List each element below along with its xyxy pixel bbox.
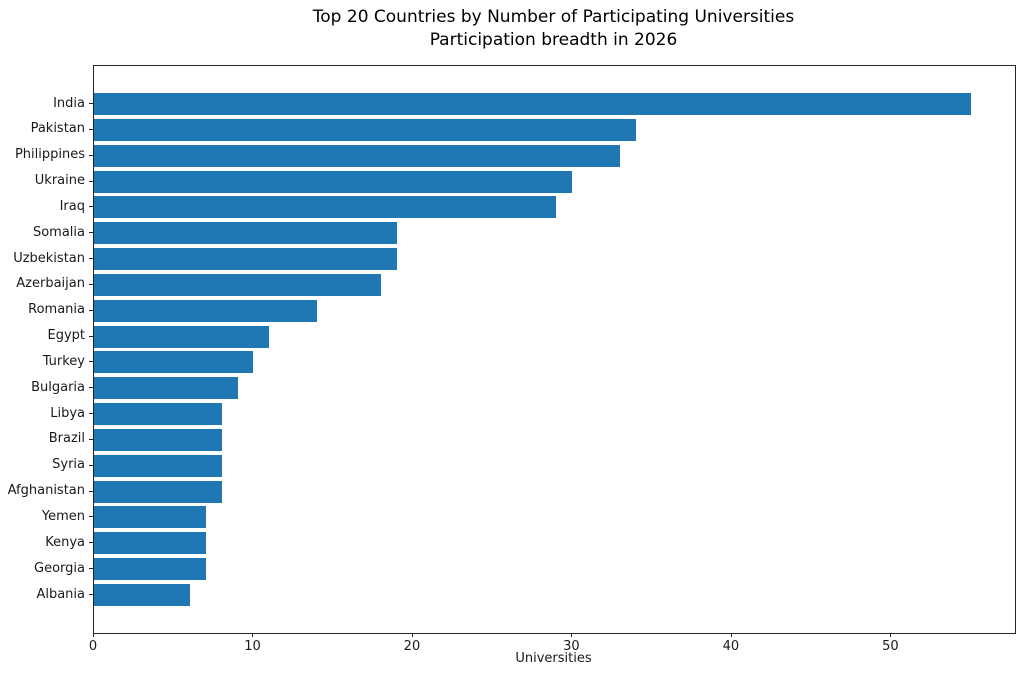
bar-azerbaijan: [94, 273, 382, 296]
x-tick-label: 50: [882, 639, 899, 654]
y-tick-label: Albania: [36, 586, 85, 602]
bar-bulgaria: [94, 377, 238, 400]
y-tick-label: Azerbaijan: [16, 276, 85, 292]
y-tick-mark: [89, 283, 93, 285]
y-tick-mark: [89, 232, 93, 234]
y-tick-mark: [89, 413, 93, 415]
bar-iraq: [94, 196, 557, 219]
y-tick-mark: [89, 361, 93, 363]
bar-romania: [94, 299, 318, 322]
x-tick-mark: [890, 633, 892, 637]
x-tick-label: 10: [244, 639, 261, 654]
bar-egypt: [94, 325, 270, 348]
y-tick-label: Brazil: [48, 431, 85, 447]
y-tick-mark: [89, 335, 93, 337]
x-tick-mark: [730, 633, 732, 637]
x-tick-mark: [571, 633, 573, 637]
y-tick-label: Syria: [52, 457, 85, 473]
x-tick-mark: [411, 633, 413, 637]
x-axis-label: Universities: [515, 651, 592, 666]
y-tick-label: Georgia: [34, 560, 85, 576]
y-tick-mark: [89, 309, 93, 311]
y-tick-mark: [89, 516, 93, 518]
chart-title-line2: Participation breadth in 2026: [429, 30, 678, 51]
y-tick-mark: [89, 206, 93, 208]
x-tick-label: 30: [563, 639, 580, 654]
y-tick-mark: [89, 464, 93, 466]
y-tick-label: Turkey: [42, 353, 85, 369]
y-tick-label: Philippines: [14, 147, 85, 163]
y-tick-label: Pakistan: [30, 121, 85, 137]
bar-india: [94, 93, 972, 115]
y-tick-label: Somalia: [32, 224, 85, 240]
y-tick-label: Uzbekistan: [13, 250, 85, 266]
y-tick-label: Romania: [28, 302, 85, 318]
bar-philippines: [94, 144, 621, 167]
y-tick-mark: [89, 154, 93, 156]
y-tick-mark: [89, 258, 93, 260]
plot-area: [93, 65, 1016, 634]
y-tick-label: Ukraine: [34, 173, 85, 189]
bar-yemen: [94, 506, 206, 529]
bar-somalia: [94, 222, 397, 245]
y-tick-mark: [89, 438, 93, 440]
bar-brazil: [94, 428, 222, 451]
bar-pakistan: [94, 118, 637, 141]
x-tick-mark: [93, 633, 94, 637]
y-tick-mark: [89, 180, 93, 182]
bar-afghanistan: [94, 480, 222, 503]
bar-syria: [94, 454, 222, 477]
y-tick-mark: [89, 103, 93, 104]
y-tick-label: Libya: [50, 405, 85, 421]
y-tick-label: Afghanistan: [7, 483, 85, 499]
y-tick-mark: [89, 128, 93, 130]
y-tick-mark: [89, 490, 93, 492]
y-tick-label: Iraq: [59, 198, 85, 214]
y-tick-mark: [89, 542, 93, 544]
y-tick-label: India: [53, 95, 85, 111]
bar-ukraine: [94, 170, 573, 193]
x-tick-label: 0: [88, 639, 98, 654]
chart-title-line1: Top 20 Countries by Number of Participat…: [312, 7, 795, 27]
y-tick-label: Yemen: [41, 508, 85, 524]
y-tick-label: Bulgaria: [31, 379, 85, 395]
bar-albania: [94, 584, 190, 606]
x-tick-label: 20: [403, 639, 421, 654]
y-tick-mark: [89, 594, 93, 595]
bar-turkey: [94, 351, 254, 374]
y-tick-label: Kenya: [45, 534, 85, 550]
y-tick-mark: [89, 387, 93, 389]
x-tick-mark: [252, 633, 254, 637]
bar-kenya: [94, 532, 206, 555]
chart-title: Top 20 Countries by Number of Participat…: [93, 6, 1014, 53]
x-tick-label: 40: [722, 639, 740, 654]
y-tick-mark: [89, 568, 93, 570]
bar-georgia: [94, 558, 206, 581]
bar-uzbekistan: [94, 248, 397, 271]
bar-libya: [94, 403, 222, 426]
y-tick-label: Egypt: [47, 328, 85, 344]
